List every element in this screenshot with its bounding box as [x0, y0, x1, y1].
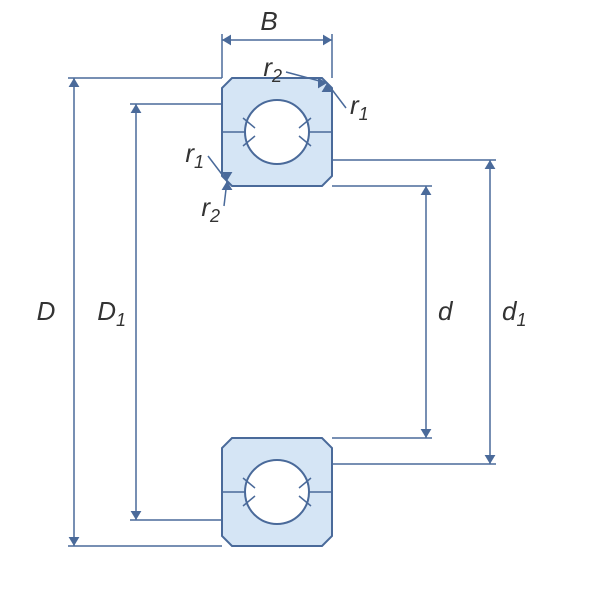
- label-r2-top: r2: [263, 52, 282, 86]
- label-r2-inner: r2: [201, 192, 220, 226]
- label-d: d: [438, 296, 454, 326]
- label-r1-top: r1: [350, 90, 369, 124]
- label-D1: D1: [97, 296, 126, 330]
- ball: [245, 460, 309, 524]
- ball: [245, 100, 309, 164]
- label-D: D: [37, 296, 56, 326]
- bearing-section-top: [222, 78, 332, 186]
- bearing-section-bottom: [222, 438, 332, 546]
- label-B: B: [260, 6, 277, 36]
- label-d1: d1: [502, 296, 526, 330]
- label-r1-inner: r1: [185, 138, 204, 172]
